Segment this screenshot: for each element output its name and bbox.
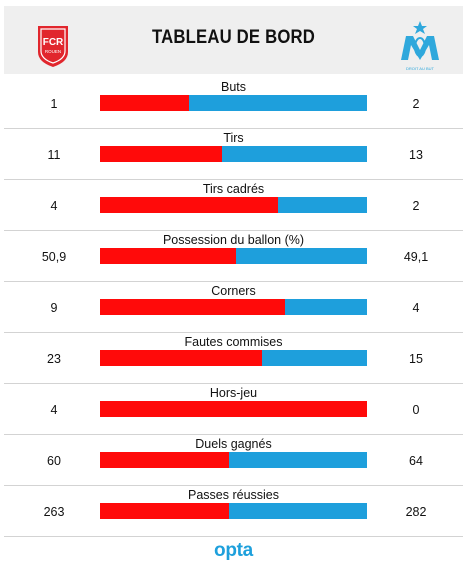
stat-row: Hors-jeu 4 0 bbox=[4, 384, 463, 435]
stat-label: Fautes commises bbox=[184, 335, 283, 349]
away-value: 64 bbox=[409, 454, 423, 468]
stat-row: Tirs cadrés 4 2 bbox=[4, 180, 463, 231]
stat-row: Corners 9 4 bbox=[4, 282, 463, 333]
away-value: 2 bbox=[412, 199, 420, 213]
home-share-fill bbox=[100, 452, 230, 468]
comparison-bar bbox=[100, 452, 367, 468]
comparison-bar bbox=[100, 197, 367, 213]
stat-label: Buts bbox=[220, 80, 246, 94]
stat-row: Tirs 11 13 bbox=[4, 129, 463, 180]
home-share-fill bbox=[100, 248, 236, 264]
home-value: 1 bbox=[50, 97, 58, 111]
home-crest-text-top: FCR bbox=[43, 37, 64, 48]
home-share-fill bbox=[100, 401, 367, 417]
home-value: 263 bbox=[43, 505, 65, 519]
opta-logo: opta bbox=[214, 540, 253, 561]
away-value: 13 bbox=[409, 148, 423, 162]
comparison-bar bbox=[100, 146, 367, 162]
home-share-fill bbox=[100, 299, 285, 315]
away-value: 0 bbox=[412, 403, 420, 417]
comparison-bar bbox=[100, 503, 367, 519]
comparison-bar bbox=[100, 95, 367, 111]
stat-row: Buts 1 2 bbox=[4, 78, 463, 129]
scoreboard-header: FCR ROUEN TABLEAU DE BORD DROIT AU BUT bbox=[4, 6, 463, 74]
stat-label: Duels gagnés bbox=[195, 437, 272, 451]
stat-label: Corners bbox=[211, 284, 256, 298]
page-title: TABLEAU DE BORD bbox=[151, 27, 316, 48]
stat-row: Duels gagnés 60 64 bbox=[4, 435, 463, 486]
stat-row: Passes réussies 263 282 bbox=[4, 486, 463, 537]
away-value: 2 bbox=[412, 97, 420, 111]
home-crest-text-bottom: ROUEN bbox=[45, 49, 61, 54]
home-share-fill bbox=[100, 350, 262, 366]
comparison-bar bbox=[100, 248, 367, 264]
stat-row: Possession du ballon (%) 50,9 49,1 bbox=[4, 231, 463, 282]
away-value: 49,1 bbox=[403, 250, 429, 264]
home-value: 60 bbox=[47, 454, 61, 468]
away-value: 282 bbox=[405, 505, 427, 519]
home-value: 4 bbox=[50, 199, 58, 213]
comparison-bar bbox=[100, 401, 367, 417]
stat-label: Tirs cadrés bbox=[202, 182, 265, 196]
footer: opta bbox=[0, 540, 467, 562]
home-value: 50,9 bbox=[41, 250, 67, 264]
stat-label: Tirs bbox=[223, 131, 244, 145]
away-crest-caption: DROIT AU BUT bbox=[406, 66, 434, 71]
home-share-fill bbox=[100, 503, 229, 519]
home-value: 9 bbox=[50, 301, 58, 315]
comparison-bar bbox=[100, 299, 367, 315]
stat-label: Possession du ballon (%) bbox=[162, 233, 305, 247]
stat-label: Hors-jeu bbox=[209, 386, 258, 400]
home-value: 4 bbox=[50, 403, 58, 417]
home-share-fill bbox=[100, 95, 189, 111]
home-share-fill bbox=[100, 197, 279, 213]
away-value: 4 bbox=[412, 301, 420, 315]
stat-row: Fautes commises 23 15 bbox=[4, 333, 463, 384]
away-value: 15 bbox=[409, 352, 423, 366]
home-value: 23 bbox=[47, 352, 61, 366]
home-value: 11 bbox=[47, 148, 61, 162]
comparison-bar bbox=[100, 350, 367, 366]
fc-rouen-crest-icon: FCR ROUEN bbox=[38, 26, 68, 67]
olympique-marseille-crest-icon: DROIT AU BUT bbox=[401, 21, 439, 71]
home-share-fill bbox=[100, 146, 223, 162]
stat-label: Passes réussies bbox=[187, 488, 279, 502]
stats-list: Buts 1 2 Tirs 11 13 Tirs cadrés 4 2 Possession du… bbox=[4, 78, 463, 537]
